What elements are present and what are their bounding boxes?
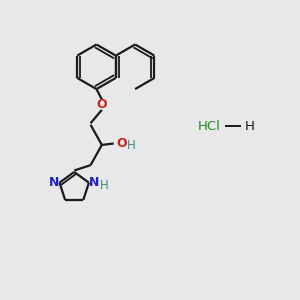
Text: O: O <box>116 137 127 150</box>
Text: N: N <box>49 176 60 189</box>
Text: H: H <box>127 139 136 152</box>
Text: O: O <box>97 98 107 111</box>
Text: HCl: HCl <box>198 120 221 133</box>
Text: H: H <box>99 179 108 192</box>
Text: N: N <box>89 176 99 189</box>
Text: H: H <box>244 120 254 133</box>
